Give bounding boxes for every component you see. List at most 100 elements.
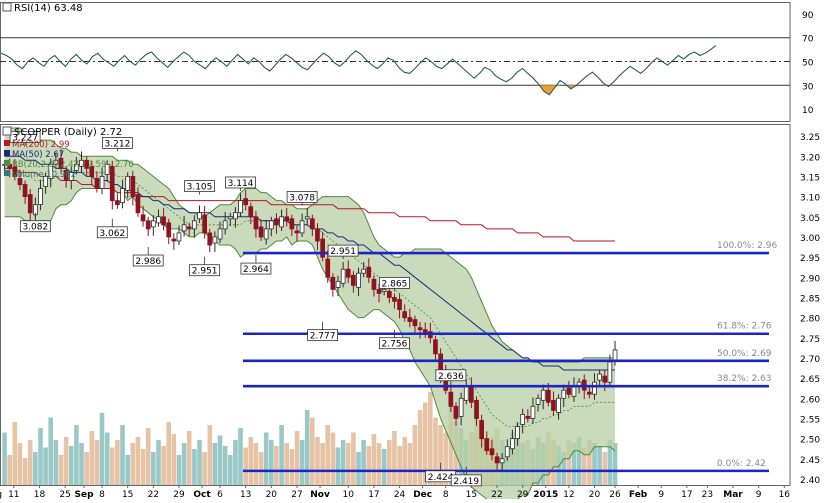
price-annotation: 3.212: [105, 139, 131, 149]
x-tick-label: 8: [99, 490, 105, 499]
rsi-tick-label: 70: [802, 35, 814, 45]
candle-body: [27, 194, 33, 214]
legend-entry: MA(50) 2.67: [12, 150, 64, 160]
price-annotation: 2.964: [243, 265, 269, 275]
candle-body: [530, 405, 536, 419]
candle-body: [479, 420, 485, 440]
volume-bar: [197, 440, 202, 485]
price-annotation: 3.062: [99, 229, 125, 239]
volume-bar: [27, 440, 33, 485]
candle-body: [407, 317, 413, 323]
candle-body: [551, 399, 556, 411]
volume-bar: [125, 455, 130, 485]
candle-body: [166, 222, 172, 238]
candle-body: [350, 274, 356, 286]
candle-body: [79, 159, 84, 167]
price-tick-label: 2.80: [800, 315, 820, 325]
annotation-box: [96, 226, 128, 239]
volume-bar: [428, 392, 433, 485]
candle-body: [243, 198, 248, 206]
candle-body: [587, 391, 592, 395]
x-tick-label: 9: [756, 490, 762, 499]
volume-bar: [310, 417, 315, 485]
volume-bar: [356, 452, 361, 485]
candle-body: [453, 405, 459, 419]
volume-bar: [104, 432, 110, 485]
candle-body: [376, 288, 382, 294]
candle-body: [489, 448, 495, 456]
candle-body: [417, 327, 423, 331]
volume-bar: [258, 452, 264, 485]
volume-bar: [228, 455, 233, 485]
price-tick-label: 2.40: [800, 476, 820, 486]
volume-bar: [135, 437, 141, 485]
candle-body: [309, 218, 315, 230]
volume-bar: [253, 443, 259, 485]
x-tick-label: ug: [0, 490, 2, 499]
x-tick-label: 9: [658, 490, 664, 499]
volume-bar: [607, 440, 613, 485]
volume-bar: [351, 432, 356, 485]
price-tick-label: 3.05: [800, 214, 820, 224]
legend-entry: MA(200) 2.99: [12, 140, 70, 150]
volume-bar: [381, 449, 387, 485]
price-tick-label: 2.60: [800, 395, 820, 405]
ma200-line: [4, 167, 615, 242]
volume-bar: [330, 432, 336, 485]
candle-body: [274, 218, 279, 226]
volume-bar: [274, 446, 279, 485]
candle-body: [571, 385, 577, 397]
annotation-box: [327, 244, 359, 257]
candle-body: [304, 216, 310, 220]
candle-body: [150, 220, 156, 228]
volume-bar: [602, 452, 608, 485]
volume-bar: [58, 455, 64, 485]
candle-body: [463, 385, 469, 401]
volume-bar: [89, 431, 95, 485]
candle-body: [612, 349, 618, 361]
candle-body: [212, 236, 218, 244]
candle-body: [315, 228, 320, 242]
ma50-line: [4, 155, 615, 371]
candle-body: [233, 212, 238, 220]
candle-body: [386, 290, 392, 298]
rsi-panel: 90 70 50 30 10 RSI(14) 63.48: [0, 2, 814, 122]
x-tick-label: 6: [217, 490, 223, 499]
annotation-box: [286, 191, 318, 203]
candle-body: [94, 178, 100, 190]
price-tick-label: 2.50: [800, 436, 820, 446]
candle-body: [140, 214, 146, 222]
volume-bar: [571, 443, 577, 485]
candle-body: [335, 280, 341, 288]
candle-body: [515, 426, 520, 440]
price-annotation: 2.756: [382, 340, 408, 350]
volume-bar: [433, 417, 438, 485]
candle-body: [289, 218, 295, 230]
volume-bar: [233, 440, 238, 485]
volume-bar: [294, 431, 300, 485]
volume-bar: [561, 452, 566, 485]
candle-body: [345, 268, 351, 278]
volume-bar: [289, 449, 295, 485]
candle-body: [494, 456, 500, 464]
volume-bar: [361, 440, 366, 485]
candle-body: [17, 178, 23, 185]
candle-body: [381, 288, 387, 292]
x-tick-label: 12: [563, 490, 574, 499]
volume-bar: [43, 447, 48, 485]
volume-bar: [269, 440, 274, 485]
volume-bar: [438, 425, 443, 485]
candle-body: [145, 220, 151, 230]
candle-body: [540, 389, 546, 401]
price-tick-label: 2.65: [800, 375, 820, 385]
volume-bar: [222, 446, 228, 485]
candle-body: [356, 272, 361, 288]
x-tick-label: 17: [368, 490, 379, 499]
annotation-box: [19, 220, 51, 233]
volume-bar: [279, 425, 284, 485]
x-tick-label: 15: [122, 490, 133, 499]
annotation-box: [184, 180, 215, 192]
rsi-tick-label: 30: [802, 82, 814, 92]
candle-body: [468, 385, 474, 403]
